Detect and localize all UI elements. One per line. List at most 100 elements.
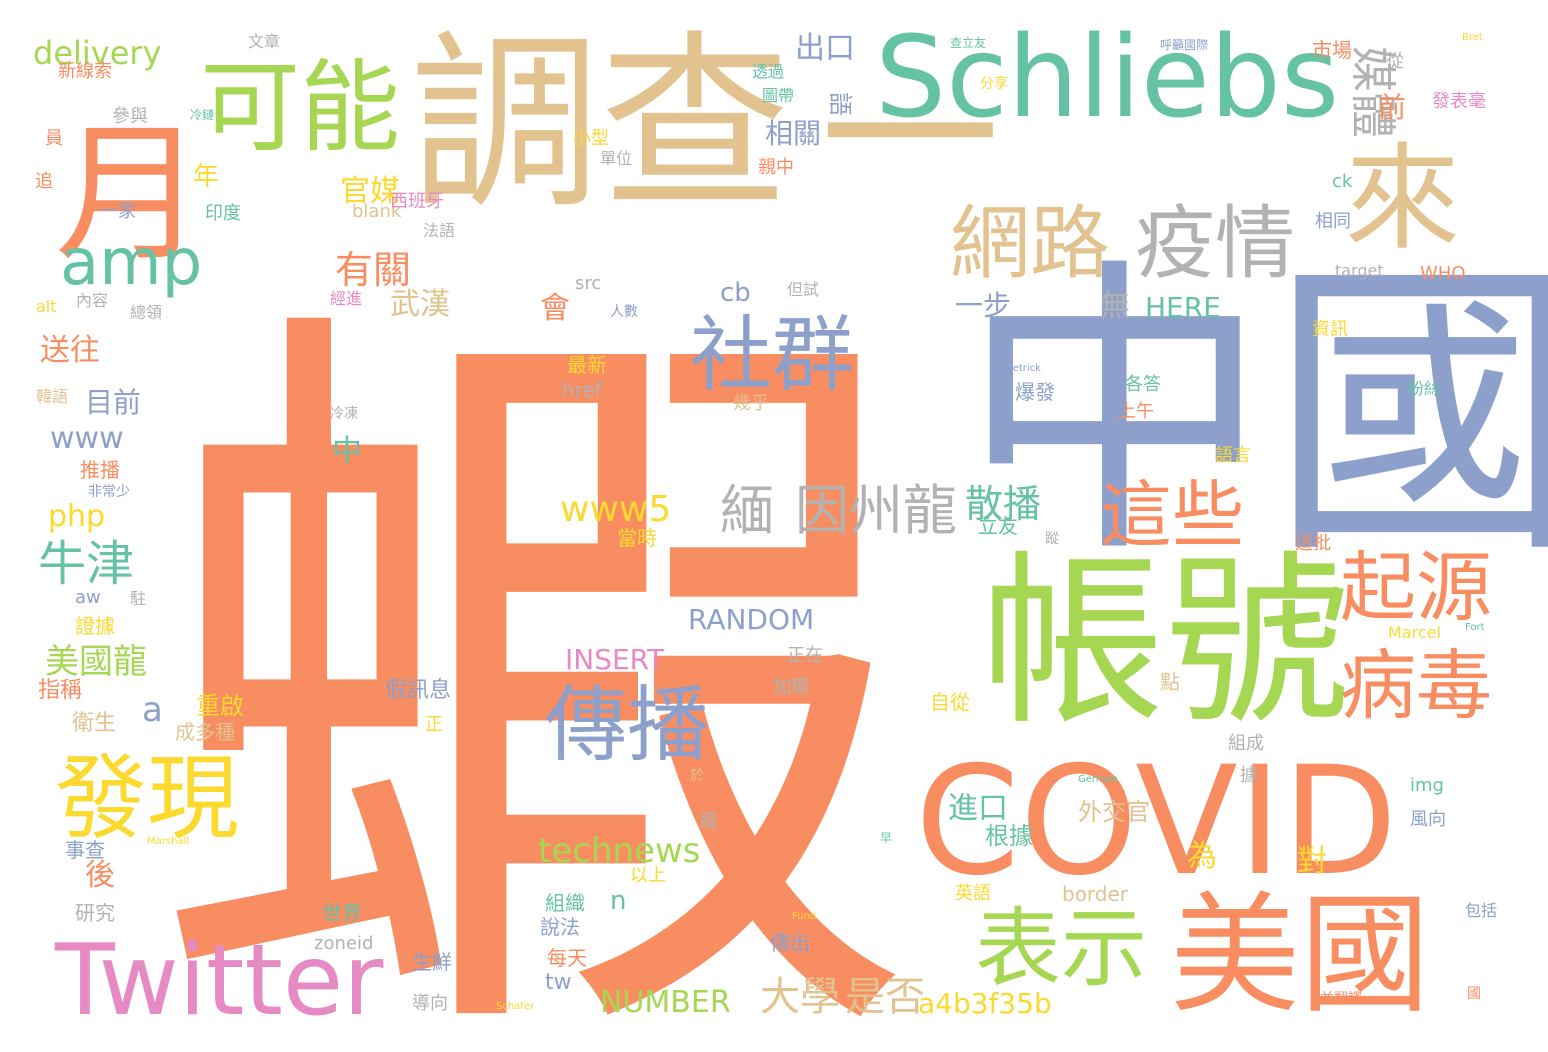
word: 官媒	[340, 174, 400, 210]
word: a	[142, 689, 163, 730]
word: 根據	[985, 821, 1033, 850]
word: 世界	[322, 900, 362, 925]
word: NUMBER	[600, 985, 731, 1021]
word: 市場	[1312, 37, 1352, 62]
word: 會	[540, 291, 570, 327]
word: a4b3f35b	[918, 987, 1052, 1021]
word: 非常少	[88, 484, 130, 501]
word: cb	[720, 278, 751, 309]
word: 追	[35, 171, 53, 193]
word: 點	[1160, 669, 1180, 694]
word: 重啟	[196, 691, 244, 720]
word: 指稱	[38, 677, 83, 703]
word: 駐	[130, 589, 147, 609]
word: 推播	[80, 457, 120, 482]
word: Marcel	[1388, 623, 1441, 643]
word: amp	[60, 226, 203, 301]
word: 病毒	[1340, 641, 1492, 731]
word: 新線索	[58, 61, 112, 83]
word: 文章	[248, 32, 281, 52]
word: 加爾	[773, 677, 809, 699]
word: 年	[193, 162, 220, 193]
word: 爆發	[1015, 379, 1055, 404]
word: 後	[85, 858, 115, 894]
word: 參與	[112, 106, 148, 128]
word: 呼籲國際	[1160, 37, 1209, 52]
word: 網路	[950, 197, 1110, 291]
word: 傳出	[770, 930, 810, 955]
word: 有關	[335, 248, 412, 293]
word: 據	[1240, 765, 1258, 787]
word: tw	[545, 969, 572, 995]
word: Marshall	[147, 835, 190, 847]
word: Fort	[1465, 621, 1485, 633]
word: 疫情	[1135, 197, 1295, 291]
word: 因州龍	[795, 479, 957, 543]
word: 試圖	[563, 545, 603, 570]
word: COVID	[915, 735, 1398, 909]
word: 但試	[787, 280, 820, 300]
word: 龍	[700, 811, 718, 833]
word: Schafer	[496, 1000, 535, 1012]
word: 散播	[965, 482, 1042, 527]
word: 法語	[423, 221, 456, 241]
word: 目前	[85, 386, 142, 420]
word: 韓語	[36, 387, 69, 407]
word: RANDOM	[688, 603, 815, 637]
word: 包括	[1465, 901, 1498, 921]
word: blank	[352, 201, 402, 223]
word: www5	[560, 488, 672, 530]
word: 語言	[1215, 445, 1251, 467]
word: 立友	[978, 513, 1018, 538]
word: 冷凍	[330, 406, 358, 423]
word: 單位	[600, 149, 633, 169]
word: 每天	[547, 945, 587, 970]
word: 從	[1386, 51, 1404, 73]
word: 說法	[540, 914, 580, 939]
word: technews	[538, 830, 701, 871]
word: 傳播	[545, 677, 710, 773]
word: 對	[1297, 844, 1327, 880]
word: 粉絲	[1408, 379, 1441, 399]
word: 發現	[55, 745, 240, 853]
word: href	[562, 377, 602, 402]
word: 生鮮	[412, 949, 452, 974]
word: 出口	[795, 31, 855, 67]
word: WHO	[1420, 263, 1466, 285]
word: 牛津	[38, 535, 135, 592]
word: 證據	[75, 613, 115, 638]
word: 印度	[205, 203, 241, 225]
word: 相同	[1315, 211, 1351, 233]
word: 一家	[100, 201, 136, 223]
word: 中	[332, 434, 362, 470]
word: 蝦	[150, 248, 910, 1052]
word: 蹤	[1045, 531, 1059, 548]
word: 美國龍	[45, 641, 147, 682]
word: delivery	[33, 33, 162, 72]
word: 冷鏈	[190, 107, 215, 122]
word: 員	[45, 128, 63, 150]
word: 英語	[955, 883, 991, 905]
word: Fund	[792, 910, 817, 922]
word: ck	[1332, 171, 1353, 193]
word: 幾乎	[733, 393, 769, 415]
word: German	[1078, 773, 1119, 785]
word: 透過	[752, 62, 785, 82]
word: www	[50, 421, 124, 457]
word: Detrick	[1005, 362, 1041, 374]
word: 來	[1345, 132, 1461, 267]
word: 當時	[617, 525, 657, 550]
word: 早	[880, 830, 893, 845]
word: alt	[36, 297, 57, 317]
word: 西班牙	[390, 191, 444, 213]
word: 送往	[40, 333, 100, 369]
word: 內容	[76, 291, 109, 311]
word: 發表毫	[1432, 91, 1486, 113]
word: 自從	[930, 689, 970, 714]
word: 導向	[412, 993, 448, 1015]
word: 進口	[948, 791, 1008, 827]
word: 資訊	[1312, 319, 1348, 341]
word: 起源	[1340, 543, 1492, 633]
word: 於	[690, 768, 704, 785]
